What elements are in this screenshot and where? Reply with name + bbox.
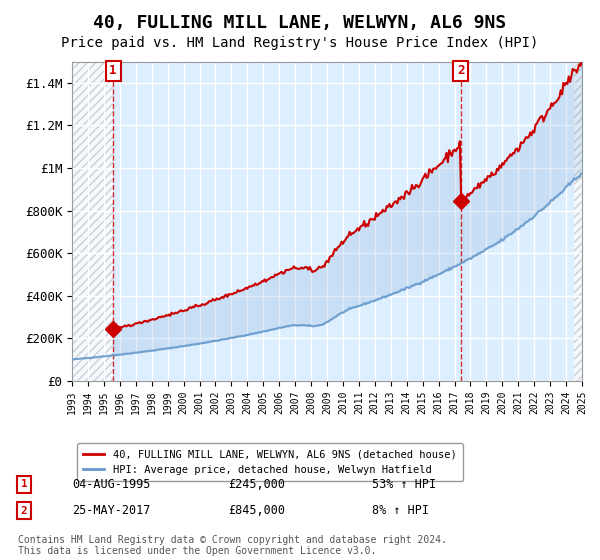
Bar <box>574 62 582 381</box>
Text: 8% ↑ HPI: 8% ↑ HPI <box>372 504 429 517</box>
Bar <box>72 62 113 381</box>
Text: £845,000: £845,000 <box>228 504 285 517</box>
Text: 2: 2 <box>20 506 28 516</box>
Text: 1: 1 <box>109 64 117 77</box>
Text: Contains HM Land Registry data © Crown copyright and database right 2024.: Contains HM Land Registry data © Crown c… <box>18 535 447 545</box>
Text: 04-AUG-1995: 04-AUG-1995 <box>72 478 151 491</box>
Legend: 40, FULLING MILL LANE, WELWYN, AL6 9NS (detached house), HPI: Average price, det: 40, FULLING MILL LANE, WELWYN, AL6 9NS (… <box>77 444 463 481</box>
Text: 40, FULLING MILL LANE, WELWYN, AL6 9NS: 40, FULLING MILL LANE, WELWYN, AL6 9NS <box>94 14 506 32</box>
Text: Price paid vs. HM Land Registry's House Price Index (HPI): Price paid vs. HM Land Registry's House … <box>61 36 539 50</box>
Text: 2: 2 <box>457 64 464 77</box>
Text: This data is licensed under the Open Government Licence v3.0.: This data is licensed under the Open Gov… <box>18 545 376 556</box>
Text: 25-MAY-2017: 25-MAY-2017 <box>72 504 151 517</box>
Text: 1: 1 <box>20 479 28 489</box>
Text: 53% ↑ HPI: 53% ↑ HPI <box>372 478 436 491</box>
Text: £245,000: £245,000 <box>228 478 285 491</box>
